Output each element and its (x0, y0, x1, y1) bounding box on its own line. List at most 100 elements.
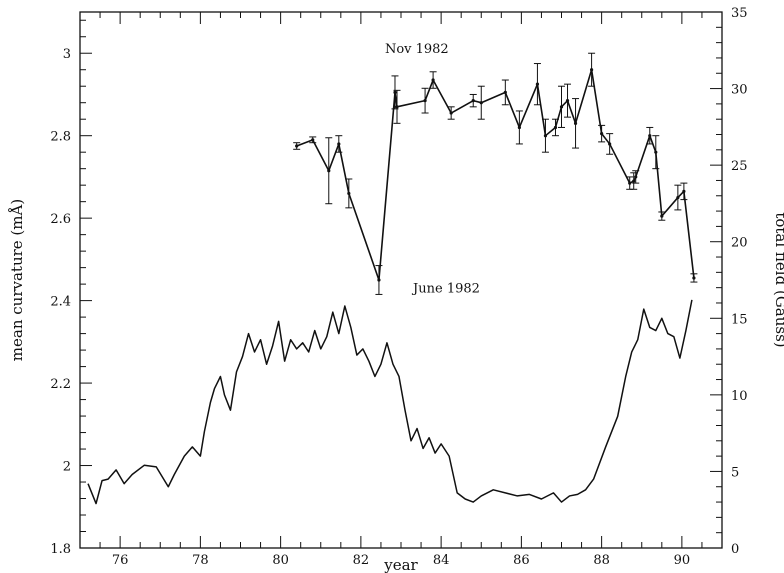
plot-frame (79, 11, 723, 549)
x-axis-label: year (383, 556, 418, 573)
series-layer (87, 52, 698, 505)
data-point (423, 99, 427, 103)
y-tick-label-left: 2.4 (50, 295, 71, 310)
error-bar (421, 87, 429, 114)
x-tick-label: 80 (272, 553, 289, 568)
mean-curvature-line (296, 68, 695, 281)
error-bar (469, 93, 477, 108)
error-bar (293, 142, 301, 150)
y-tick-label-right: 10 (731, 389, 748, 404)
data-point (648, 134, 652, 138)
error-bar (447, 106, 455, 120)
error-bar (335, 135, 343, 153)
data-point (337, 142, 341, 146)
x-tick-label: 76 (112, 553, 129, 568)
annotations: Nov 1982 June 1982 (385, 42, 480, 296)
minor-ticks (79, 11, 723, 549)
data-point (449, 111, 453, 115)
y-tick-label-left: 2.2 (50, 377, 71, 392)
data-point (676, 195, 680, 200)
data-point (393, 90, 397, 94)
data-point (503, 90, 507, 94)
error-bar (515, 110, 523, 145)
y-axis-right-label: total field (Gauss) (772, 212, 784, 347)
y-tick-label-right: 15 (731, 312, 748, 327)
error-bar (680, 182, 688, 201)
y-tick-label-left: 2 (63, 460, 71, 475)
data-point (517, 125, 521, 130)
annotation-label: June 1982 (411, 281, 480, 296)
y-axis-left-ticks: 1.8 2 2.2 2.4 2.6 2.8 3 (50, 47, 71, 557)
y-tick-label-left: 2.8 (50, 130, 71, 145)
data-point (559, 105, 564, 109)
error-bar (626, 176, 634, 190)
data-point (431, 78, 435, 82)
error-bar (551, 118, 559, 137)
data-point (347, 191, 351, 196)
data-point (634, 175, 638, 179)
error-bar (598, 124, 606, 143)
data-point (565, 99, 570, 103)
data-point (395, 105, 399, 109)
x-tick-label: 90 (674, 553, 691, 568)
data-point (628, 181, 632, 185)
data-point (543, 134, 548, 138)
data-point (692, 276, 696, 280)
y-tick-label-left: 2.6 (50, 212, 71, 227)
error-bar (477, 85, 485, 120)
data-point (608, 142, 612, 146)
error-bar (630, 172, 638, 190)
error-bar (690, 273, 698, 283)
y-axis-left-label: mean curvature (mÅ) (8, 199, 26, 361)
error-bar (375, 265, 383, 295)
data-point (573, 121, 578, 125)
data-point (377, 278, 381, 282)
y-tick-label-right: 35 (731, 6, 748, 21)
error-bar (533, 63, 541, 106)
error-bar (652, 135, 660, 170)
data-point (589, 68, 594, 72)
y-tick-label-right: 0 (731, 542, 739, 557)
error-bar (309, 136, 317, 144)
data-point (311, 138, 315, 142)
error-bar (564, 83, 572, 118)
error-bar (588, 52, 596, 87)
data-point (654, 150, 658, 154)
data-point (632, 179, 636, 183)
total-field-line (87, 299, 693, 505)
data-point (535, 82, 540, 86)
data-point (479, 101, 483, 105)
error-bar (606, 133, 614, 155)
y-tick-label-right: 25 (731, 159, 748, 174)
error-bar (501, 79, 509, 106)
annotation-label: Nov 1982 (385, 42, 449, 57)
error-bar (345, 178, 353, 209)
data-point (471, 99, 475, 103)
data-point (295, 144, 299, 148)
error-bar (572, 98, 580, 149)
error-bar (541, 118, 549, 153)
data-point (553, 125, 558, 130)
y-tick-label-right: 20 (731, 236, 748, 251)
y-tick-label-left: 1.8 (50, 542, 71, 557)
x-tick-label: 86 (513, 553, 530, 568)
error-bar (429, 71, 437, 89)
y-tick-label-left: 3 (63, 47, 71, 62)
error-bar (646, 126, 654, 145)
x-tick-label: 84 (433, 553, 450, 568)
data-point (682, 189, 686, 193)
x-tick-label: 82 (353, 553, 370, 568)
error-bar (658, 211, 666, 221)
error-bar (632, 170, 640, 184)
data-point (327, 169, 331, 173)
error-bar (393, 89, 401, 124)
x-tick-label: 88 (593, 553, 610, 568)
error-bar (391, 75, 399, 110)
error-bar (558, 85, 565, 128)
y-axis-right-ticks: 0 5 10 15 20 25 30 35 (731, 6, 748, 557)
y-tick-label-right: 5 (731, 465, 739, 480)
error-bar (325, 137, 333, 205)
error-bar (674, 184, 682, 211)
data-point (660, 214, 664, 218)
